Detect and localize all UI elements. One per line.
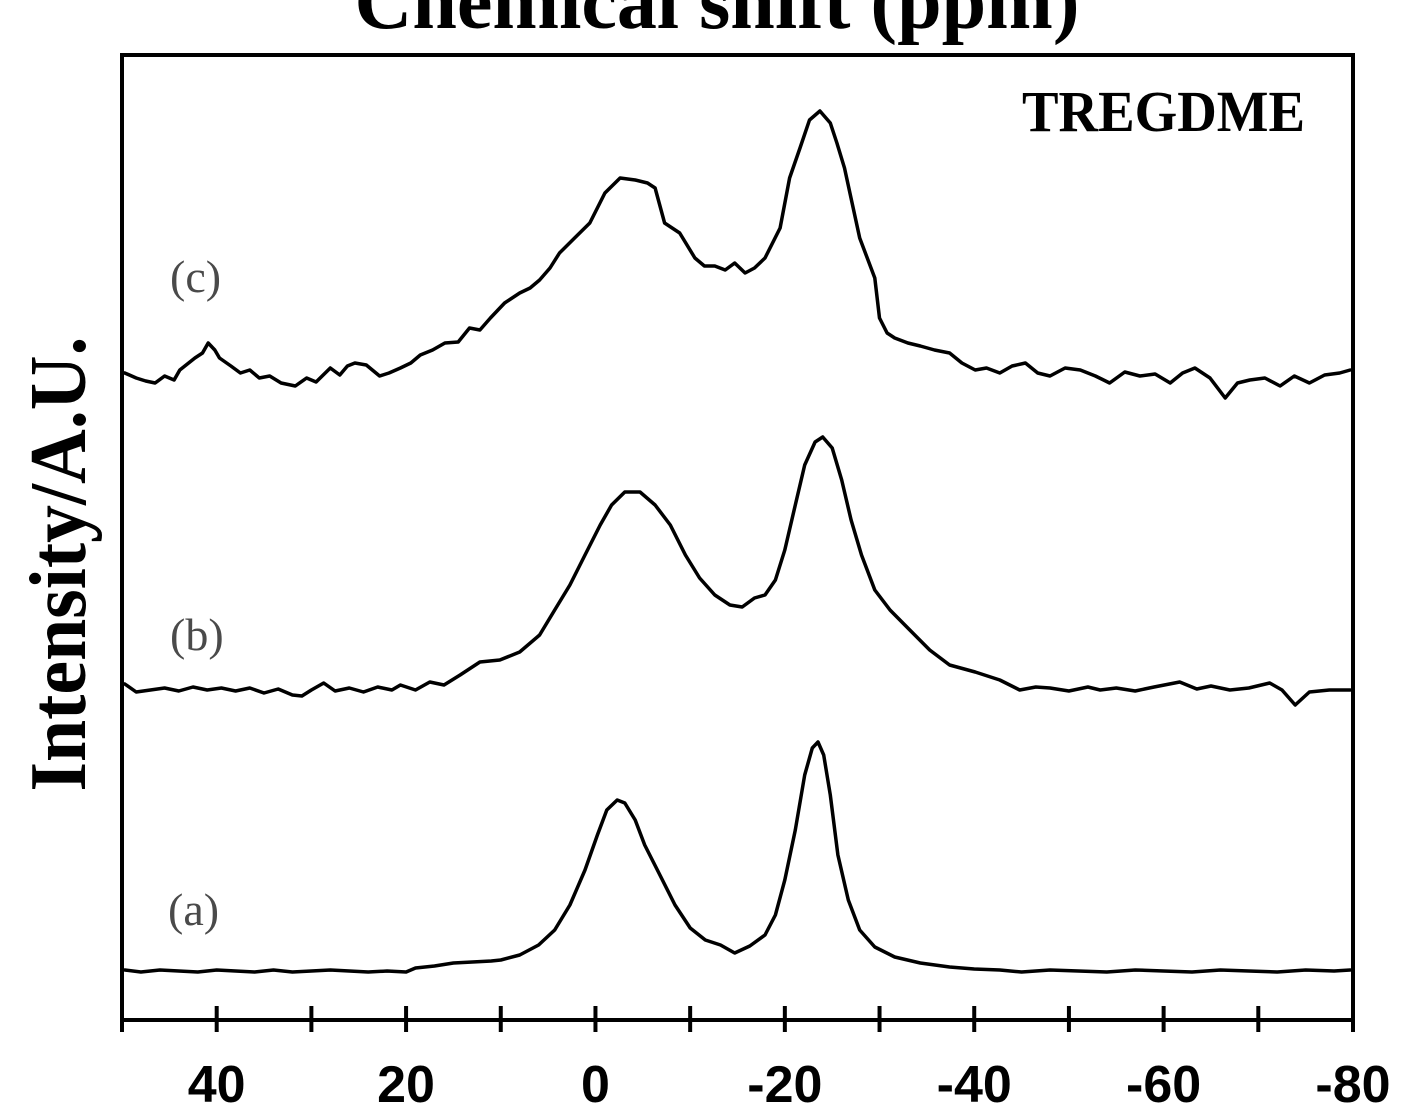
chart-title: Chemical shift (ppm) (355, 0, 1080, 46)
x-tick-label: -60 (1126, 1056, 1201, 1114)
spectra-traces (123, 109, 1352, 974)
y-axis-label: Intensity/A.U. (15, 337, 103, 792)
x-tick-label: 20 (377, 1056, 435, 1114)
x-tick-label: -40 (937, 1056, 1012, 1114)
series-line-a (123, 740, 1352, 974)
x-axis-ticks (120, 1006, 1355, 1032)
x-tick-label: 0 (581, 1056, 610, 1114)
series-line-c (123, 109, 1352, 400)
series-label-c: (c) (170, 251, 221, 302)
x-tick-label: -20 (747, 1056, 822, 1114)
sample-annotation: TREGDME (1022, 79, 1305, 144)
x-tick-label: 40 (188, 1056, 246, 1114)
x-tick-label: -80 (1315, 1056, 1390, 1114)
spectra-labels: (a) (b) (c) (168, 251, 224, 935)
series-label-a: (a) (168, 884, 219, 935)
plot-frame (120, 53, 1355, 1022)
series-line-b (123, 435, 1352, 707)
x-axis-tick-labels: 40 20 0 -20 -40 -60 -80 (188, 1056, 1391, 1114)
series-label-b: (b) (170, 609, 224, 660)
